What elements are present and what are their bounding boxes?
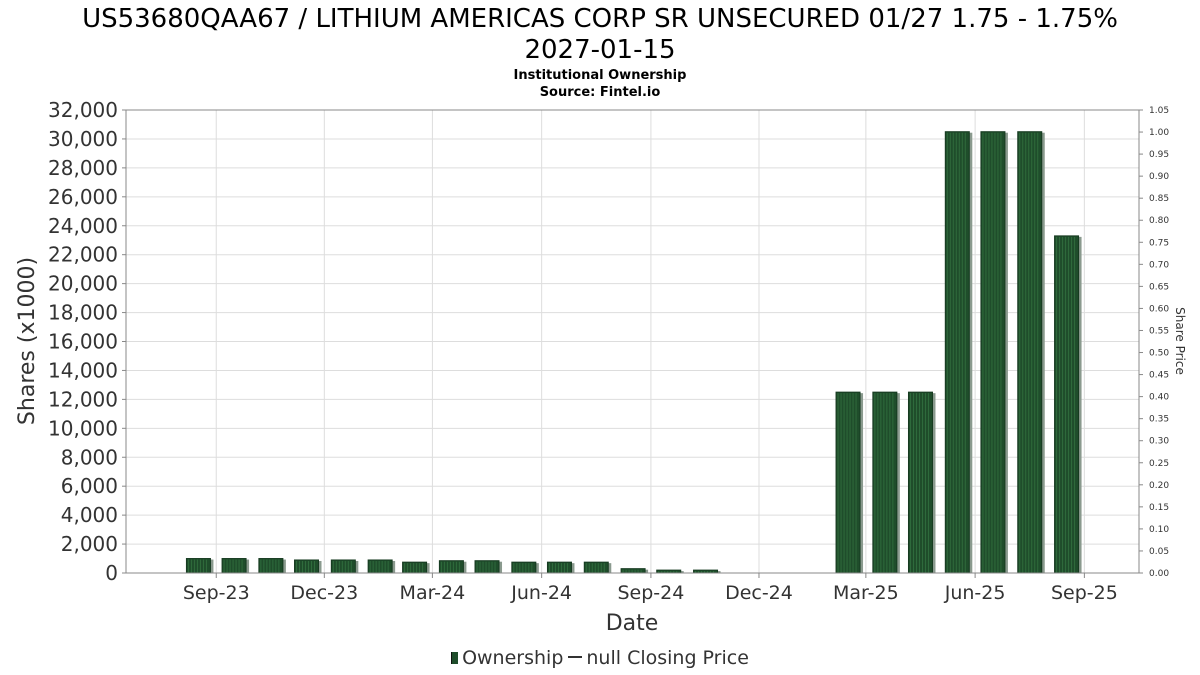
bar xyxy=(258,558,286,574)
bar xyxy=(367,559,396,574)
y2-tick-label: 0.20 xyxy=(1149,481,1169,491)
y-tick-label: 14,000 xyxy=(48,358,118,382)
y2-tick-label: 0.00 xyxy=(1149,569,1169,579)
y2-tick-label: 0.15 xyxy=(1149,503,1169,513)
x-tick-label: Jun-25 xyxy=(944,582,1006,604)
y-tick-label: 32,000 xyxy=(48,98,118,122)
bar xyxy=(980,131,1008,574)
chart-source: Source: Fintel.io xyxy=(539,85,661,100)
y2-tick-label: 0.55 xyxy=(1149,326,1169,336)
bar xyxy=(511,561,539,574)
x-tick-label: Sep-23 xyxy=(183,582,250,604)
y2-tick-label: 0.90 xyxy=(1149,172,1169,182)
legend-price-label: null Closing Price xyxy=(586,647,749,669)
bar-series-ownership xyxy=(185,131,1082,574)
y2-tick-label: 0.40 xyxy=(1149,393,1169,403)
chart-subtitle: Institutional Ownership xyxy=(513,68,687,83)
y2-tick-label: 0.95 xyxy=(1149,150,1169,160)
y-tick-label: 30,000 xyxy=(48,127,118,151)
y-tick-label: 28,000 xyxy=(48,156,118,180)
x-tick-label: Sep-25 xyxy=(1051,582,1118,604)
y-tick-label: 22,000 xyxy=(48,243,118,267)
bar xyxy=(872,391,900,574)
y-tick-label: 18,000 xyxy=(48,301,118,325)
x-tick-label: Jun-24 xyxy=(510,582,572,604)
y2-tick-label: 0.30 xyxy=(1149,437,1169,447)
bar xyxy=(1054,235,1082,574)
x-tick-label: Mar-25 xyxy=(833,582,899,604)
x-axis-label: Date xyxy=(606,611,659,636)
y2-tick-label: 0.85 xyxy=(1149,194,1169,204)
y2-tick-label: 0.10 xyxy=(1149,525,1169,535)
y-tick-label: 10,000 xyxy=(48,416,118,440)
legend-ownership-label: Ownership xyxy=(462,647,564,669)
bar xyxy=(474,560,503,574)
y2-tick-label: 0.45 xyxy=(1149,371,1169,381)
y-tick-label: 8,000 xyxy=(61,445,118,469)
y-tick-label: 12,000 xyxy=(48,387,118,411)
y2-tick-label: 0.25 xyxy=(1149,459,1169,469)
bar xyxy=(583,561,612,574)
bar xyxy=(438,560,467,574)
legend-ownership-swatch xyxy=(451,652,459,664)
bar xyxy=(944,131,973,574)
x-axis-ticks: Sep-23 Dec-23 Mar-24 Jun-24 Sep-24 Dec-24 Mar-… xyxy=(183,573,1118,604)
y2-tick-label: 0.75 xyxy=(1149,238,1169,248)
bar xyxy=(185,558,214,574)
y-tick-label: 0 xyxy=(105,561,118,585)
y-tick-label: 16,000 xyxy=(48,330,118,354)
y2-tick-label: 0.50 xyxy=(1149,349,1169,359)
y2-tick-label: 0.05 xyxy=(1149,547,1169,557)
y-axis-ticks: 0 2,000 4,000 6,000 8,000 10,000 12,000 14,000 1… xyxy=(48,98,126,585)
y2-tick-label: 0.80 xyxy=(1149,216,1169,226)
bar xyxy=(402,561,430,574)
y-tick-label: 26,000 xyxy=(48,185,118,209)
y2-tick-label: 0.35 xyxy=(1149,415,1169,425)
bar xyxy=(620,568,649,574)
y2-tick-label: 0.60 xyxy=(1149,304,1169,314)
y-tick-label: 24,000 xyxy=(48,214,118,238)
x-tick-label: Dec-23 xyxy=(290,582,358,604)
chart-title-line1: US53680QAA67 / LITHIUM AMERICAS CORP SR … xyxy=(82,4,1118,34)
y2-axis-ticks: 0.00 0.05 0.10 0.15 0.20 0.25 0.30 0.35 0.40 0.45… xyxy=(1139,106,1169,579)
bar xyxy=(1017,131,1045,574)
y-axis-label: Shares (x1000) xyxy=(15,257,40,425)
y-tick-label: 6,000 xyxy=(61,474,118,498)
x-tick-label: Sep-24 xyxy=(617,582,684,604)
bar xyxy=(907,391,936,574)
y-tick-label: 4,000 xyxy=(61,503,118,527)
y2-axis-label: Share Price xyxy=(1173,307,1187,375)
legend-price-line xyxy=(568,656,583,658)
y-tick-label: 2,000 xyxy=(61,532,118,556)
y-tick-label: 20,000 xyxy=(48,272,118,296)
x-tick-label: Dec-24 xyxy=(725,582,793,604)
y2-tick-label: 1.05 xyxy=(1149,106,1169,116)
bar xyxy=(221,558,250,574)
bar xyxy=(546,561,575,574)
bar xyxy=(294,559,322,574)
y2-tick-label: 0.65 xyxy=(1149,282,1169,292)
y2-tick-label: 1.00 xyxy=(1149,128,1169,138)
bar xyxy=(835,391,864,574)
chart-title-line2: 2027-01-15 xyxy=(524,35,676,65)
legend: Ownership null Closing Price xyxy=(0,647,1200,669)
y2-tick-label: 0.70 xyxy=(1149,260,1169,270)
x-tick-label: Mar-24 xyxy=(400,582,466,604)
bar xyxy=(330,559,359,574)
